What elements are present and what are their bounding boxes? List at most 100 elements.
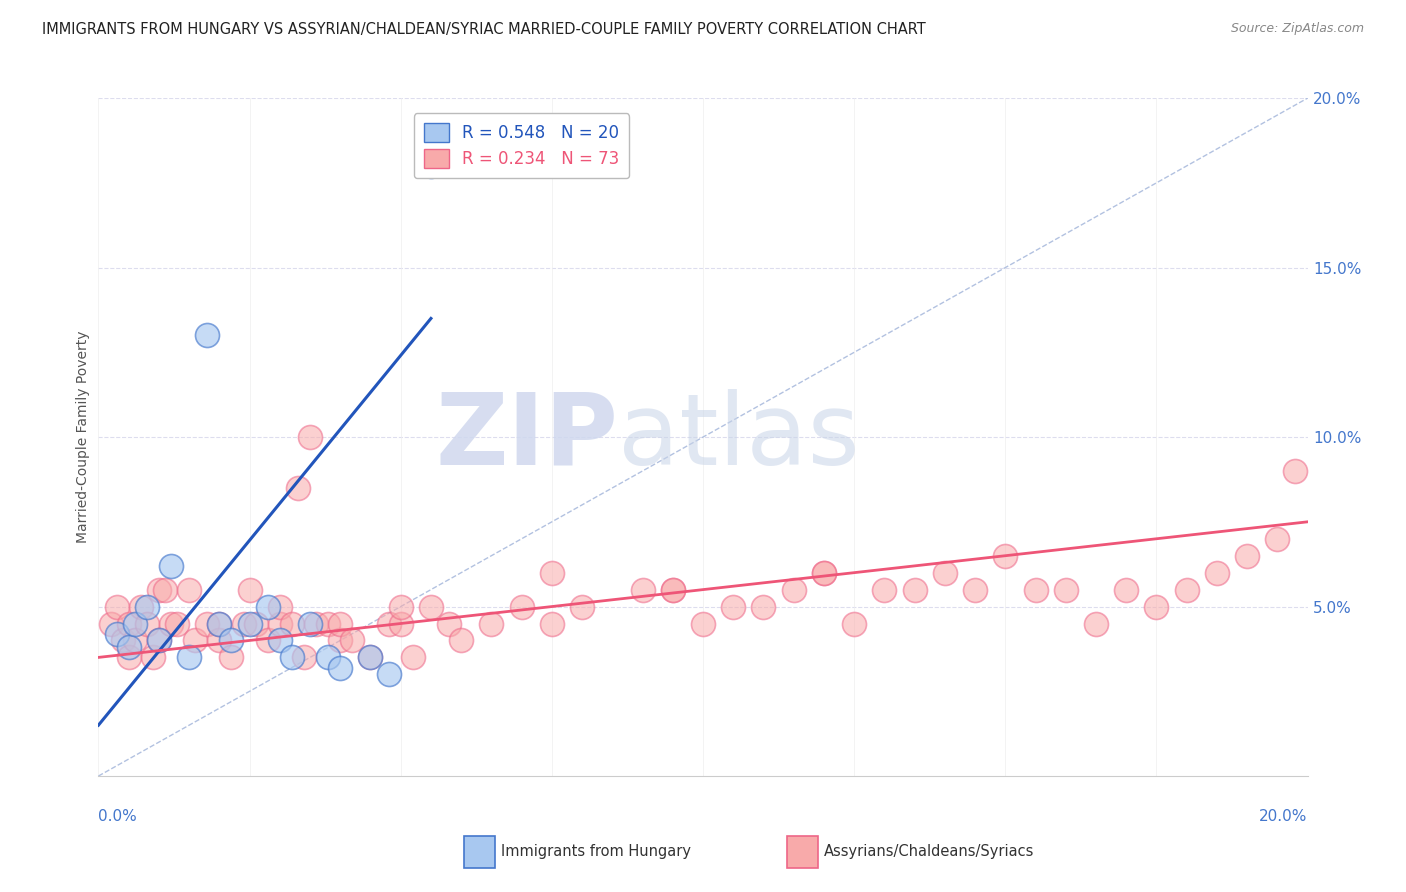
Point xyxy=(208,633,231,648)
Point xyxy=(208,616,231,631)
Point xyxy=(752,599,775,614)
Point xyxy=(662,582,685,597)
Point xyxy=(287,481,309,495)
Point xyxy=(160,558,183,573)
Point xyxy=(299,430,322,444)
Point xyxy=(360,650,382,665)
Text: 20.0%: 20.0% xyxy=(1260,809,1308,823)
Point xyxy=(105,626,128,640)
Point xyxy=(437,616,460,631)
Point xyxy=(305,616,328,631)
Point xyxy=(105,599,128,614)
Point xyxy=(723,599,745,614)
Point xyxy=(269,633,291,648)
Point xyxy=(316,616,339,631)
Point xyxy=(124,633,146,648)
Text: Assyrians/Chaldeans/Syriacs: Assyrians/Chaldeans/Syriacs xyxy=(824,845,1035,859)
Point xyxy=(510,599,533,614)
Point xyxy=(184,633,207,648)
Point xyxy=(541,566,564,580)
Point xyxy=(179,582,201,597)
Point xyxy=(481,616,503,631)
Point xyxy=(813,566,835,580)
Point xyxy=(256,599,278,614)
Point xyxy=(1236,549,1258,563)
Point xyxy=(1206,566,1229,580)
Point xyxy=(232,616,254,631)
Text: IMMIGRANTS FROM HUNGARY VS ASSYRIAN/CHALDEAN/SYRIAC MARRIED-COUPLE FAMILY POVERT: IMMIGRANTS FROM HUNGARY VS ASSYRIAN/CHAL… xyxy=(42,22,927,37)
Text: 0.0%: 0.0% xyxy=(98,809,138,823)
Point xyxy=(281,616,304,631)
Point xyxy=(148,633,170,648)
Point xyxy=(360,650,382,665)
Point xyxy=(135,616,157,631)
Point xyxy=(153,582,176,597)
Point xyxy=(994,549,1017,563)
Point xyxy=(118,650,141,665)
Point xyxy=(873,582,896,597)
Point xyxy=(221,633,243,648)
Point xyxy=(135,599,157,614)
Point xyxy=(813,566,835,580)
Point xyxy=(111,633,134,648)
Point xyxy=(377,667,399,681)
Point xyxy=(631,582,654,597)
Point xyxy=(129,599,152,614)
Point xyxy=(118,640,141,655)
Point xyxy=(208,616,231,631)
Point xyxy=(783,582,806,597)
Point xyxy=(420,159,443,173)
Point xyxy=(934,566,956,580)
Text: Source: ZipAtlas.com: Source: ZipAtlas.com xyxy=(1230,22,1364,36)
Point xyxy=(402,650,425,665)
Point xyxy=(245,616,267,631)
Point xyxy=(316,650,339,665)
Point xyxy=(1267,532,1289,546)
Point xyxy=(179,650,201,665)
Point xyxy=(239,616,262,631)
Point xyxy=(299,616,322,631)
Point xyxy=(118,616,141,631)
Point xyxy=(450,633,472,648)
Point xyxy=(329,660,352,674)
Point xyxy=(142,650,165,665)
Point xyxy=(1085,616,1108,631)
Point xyxy=(329,616,352,631)
Point xyxy=(221,650,243,665)
Point xyxy=(160,616,183,631)
Text: atlas: atlas xyxy=(619,389,860,485)
Point xyxy=(844,616,866,631)
Point xyxy=(148,633,170,648)
Point xyxy=(377,616,399,631)
Point xyxy=(965,582,987,597)
Point xyxy=(329,633,352,648)
Point xyxy=(256,633,278,648)
Point xyxy=(389,616,412,631)
Point xyxy=(292,650,315,665)
Point xyxy=(662,582,685,597)
Point xyxy=(571,599,593,614)
Point xyxy=(389,599,412,614)
Point xyxy=(269,599,291,614)
Y-axis label: Married-Couple Family Poverty: Married-Couple Family Poverty xyxy=(76,331,90,543)
Point xyxy=(420,599,443,614)
Point xyxy=(195,328,218,343)
Point xyxy=(269,616,291,631)
Text: Immigrants from Hungary: Immigrants from Hungary xyxy=(501,845,690,859)
Point xyxy=(1054,582,1077,597)
Point xyxy=(195,616,218,631)
Legend: R = 0.548   N = 20, R = 0.234   N = 73: R = 0.548 N = 20, R = 0.234 N = 73 xyxy=(413,113,630,178)
Point xyxy=(692,616,714,631)
Text: ZIP: ZIP xyxy=(436,389,619,485)
Point xyxy=(124,616,146,631)
Point xyxy=(1146,599,1168,614)
Point xyxy=(1175,582,1198,597)
Point xyxy=(148,582,170,597)
Point xyxy=(541,616,564,631)
Point xyxy=(281,650,304,665)
Point xyxy=(100,616,122,631)
Point xyxy=(1284,464,1306,478)
Point xyxy=(1115,582,1137,597)
Point xyxy=(239,582,262,597)
Point xyxy=(342,633,364,648)
